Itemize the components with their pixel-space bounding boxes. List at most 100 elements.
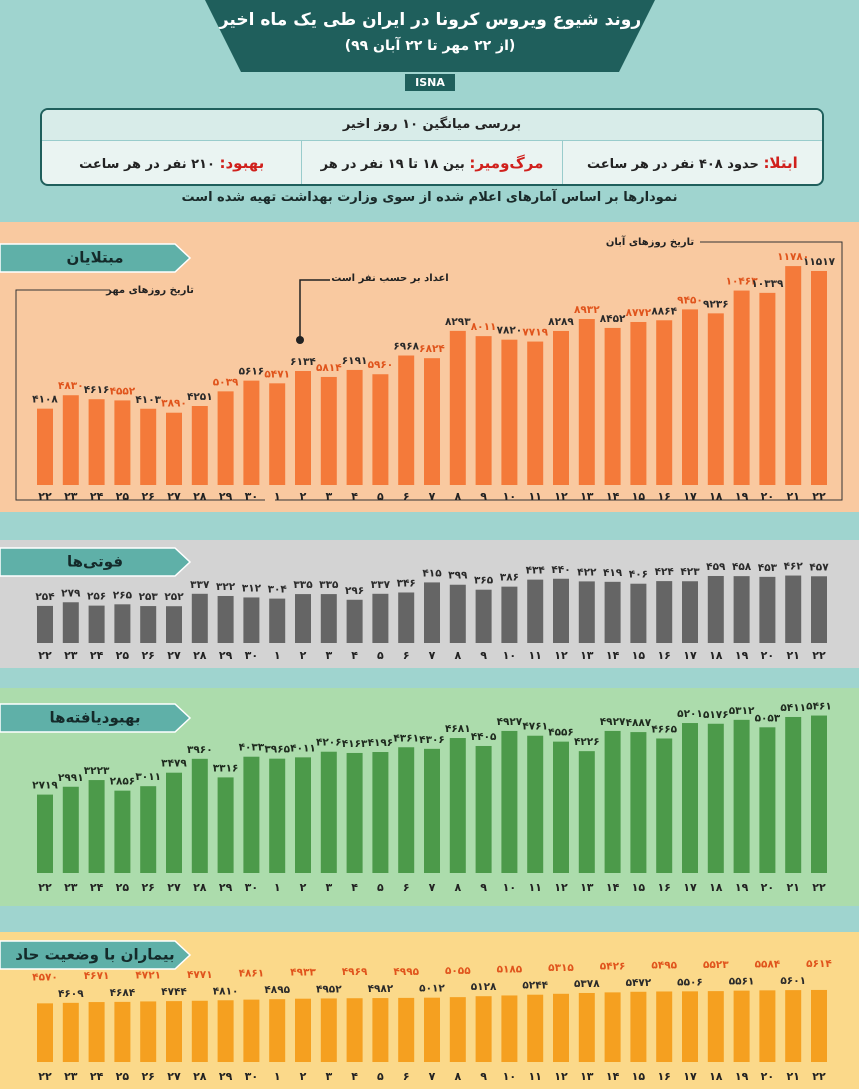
value-label: ۴۶۰۹	[58, 988, 84, 1000]
value-label: ۴۸۶۱	[239, 968, 265, 980]
value-label: ۸۲۹۳	[445, 316, 471, 328]
value-label: ۵۱۲۸	[471, 981, 497, 993]
value-label: ۴۱۰۳	[135, 394, 161, 406]
bar	[346, 369, 363, 485]
bar	[424, 997, 440, 1062]
x-tick-label: ۲۸	[193, 490, 207, 503]
value-label: ۴۵۳	[758, 562, 778, 574]
x-tick-label: ۲۴	[90, 881, 104, 894]
x-tick-label: ۱۵	[632, 881, 646, 894]
summary-item: مرگ‌ومیر: بین ۱۸ تا ۱۹ نفر در هر ساعت	[301, 141, 561, 184]
value-label: ۳۴۶	[397, 577, 416, 589]
bar	[166, 1001, 182, 1062]
value-label: ۴۶۸۴	[110, 987, 136, 999]
bar	[475, 745, 492, 873]
bar	[604, 730, 621, 873]
x-tick-label: ۱۸	[709, 490, 723, 503]
value-label: ۴۹۲۷	[600, 716, 626, 728]
bar	[37, 605, 53, 643]
value-label: ۴۳۰۶	[419, 734, 445, 746]
bar	[295, 594, 311, 643]
value-label: ۷۸۲۰	[497, 325, 523, 337]
value-label: ۶۱۹۱	[342, 355, 368, 367]
x-tick-label: ۹	[480, 649, 487, 662]
bar	[372, 752, 389, 873]
bar	[37, 1003, 53, 1062]
value-label: ۶۱۳۴	[290, 356, 316, 368]
value-label: ۸۸۶۴	[651, 305, 677, 317]
value-label: ۹۲۳۶	[703, 298, 729, 310]
x-tick-label: ۳۰	[245, 1070, 258, 1083]
bar	[707, 313, 724, 485]
x-tick-label: ۳	[325, 881, 332, 894]
value-label: ۲۹۹۱	[58, 772, 84, 784]
value-label: ۴۳۴	[526, 565, 546, 577]
item-text: بین ۱۸ تا ۱۹ نفر در هر ساعت	[320, 157, 465, 172]
bar	[811, 989, 827, 1062]
x-tick-label: ۲۸	[193, 881, 207, 894]
value-label: ۲۶۵	[113, 589, 133, 601]
chart-title: فوتی‌ها	[67, 553, 123, 571]
bar	[166, 606, 182, 643]
bar	[166, 772, 182, 873]
bar	[166, 412, 182, 485]
bar	[88, 605, 105, 643]
bar	[759, 576, 776, 643]
value-label: ۳۳۱۶	[213, 762, 239, 774]
x-tick-label: ۱۰	[503, 490, 516, 503]
x-tick-label: ۷	[429, 490, 436, 503]
bar	[707, 575, 724, 643]
value-label: ۸۴۵۲	[600, 313, 626, 325]
x-tick-label: ۱۵	[632, 490, 646, 503]
x-tick-label: ۲۲	[38, 881, 52, 894]
value-label: ۱۱۵۱۷	[803, 256, 836, 268]
x-tick-label: ۳	[325, 1070, 332, 1083]
value-label: ۵۰۵۳	[755, 712, 781, 724]
x-tick-label: ۱۲	[554, 490, 568, 503]
bar	[295, 757, 311, 873]
value-label: ۳۳۷	[371, 579, 391, 591]
value-label: ۵۱۷۶	[703, 709, 729, 721]
value-label: ۳۹۹	[448, 570, 468, 582]
x-tick-label: ۱۷	[683, 1070, 697, 1083]
bar	[578, 751, 595, 873]
bar	[682, 723, 698, 873]
pointer	[299, 279, 330, 338]
value-label: ۵۵۸۴	[755, 958, 781, 970]
value-label: ۳۸۹۰	[161, 398, 187, 410]
value-label: ۲۹۶	[345, 585, 364, 597]
x-tick-label: ۵	[377, 490, 384, 503]
x-tick-label: ۲	[300, 1070, 307, 1083]
bar	[320, 751, 337, 873]
value-label: ۴۰۳۳	[239, 742, 265, 754]
bar	[320, 998, 337, 1062]
x-tick-label: ۲۷	[167, 490, 181, 503]
value-label: ۵۴۹۵	[651, 959, 677, 971]
x-tick-label: ۷	[429, 649, 436, 662]
value-label: ۴۲۴	[655, 566, 675, 578]
bar	[243, 999, 260, 1062]
bar	[449, 584, 466, 643]
value-label: ۴۲۰۶	[316, 737, 342, 749]
bar	[578, 319, 595, 485]
value-label: ۲۵۲	[164, 591, 184, 603]
bar	[217, 777, 234, 873]
value-label: ۳۳۵	[293, 579, 313, 591]
value-label: ۳۳۵	[319, 579, 339, 591]
bar	[630, 991, 647, 1062]
value-label: ۵۰۳۹	[213, 376, 239, 388]
bar	[475, 996, 492, 1062]
value-label: ۸۰۱۱	[471, 321, 497, 333]
bar	[217, 391, 234, 485]
bar	[62, 602, 79, 643]
x-tick-label: ۱۲	[554, 1070, 568, 1083]
x-tick-label: ۲۶	[141, 490, 154, 503]
value-label: ۴۷۲۱	[135, 969, 161, 981]
x-tick-label: ۲۲	[812, 649, 826, 662]
value-label: ۴۱۹	[603, 567, 623, 579]
x-tick-label: ۲۳	[64, 490, 78, 503]
bar	[114, 1001, 131, 1062]
bar	[88, 399, 105, 485]
bar	[604, 327, 621, 485]
